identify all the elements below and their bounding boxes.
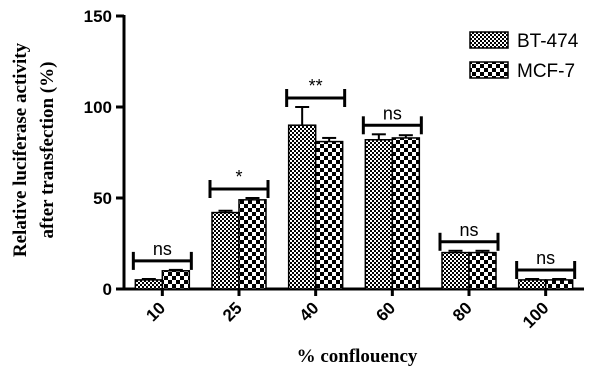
significance-label: ** (309, 76, 323, 96)
significance-label: ns (536, 248, 555, 268)
significance-label: ns (459, 220, 478, 240)
bar-mcf7 (546, 280, 573, 289)
x-axis-title: % conflouency (297, 346, 418, 367)
bar-bt474 (135, 280, 162, 289)
y-tick-label: 0 (103, 280, 112, 299)
bar-bt474 (212, 213, 239, 289)
y-axis-title-line-1: Relative luciferase activity (10, 42, 31, 257)
x-axis: 10 25 40 60 80 100 (123, 289, 584, 332)
bar-mcf7 (469, 253, 496, 289)
x-tick-label: 60 (372, 298, 399, 325)
bar-bt474 (289, 125, 316, 289)
bar-bt474 (365, 140, 392, 289)
x-tick-label: 25 (219, 298, 246, 325)
legend-label-mcf7: MCF-7 (517, 61, 575, 82)
y-axis-title-line-2: after transfection (%) (37, 62, 58, 239)
legend-swatch-bt474 (470, 32, 508, 48)
legend-swatch-mcf7 (470, 62, 508, 78)
significance-label: ns (383, 103, 402, 123)
y-tick-label: 50 (93, 189, 112, 208)
legend-label-bt474: BT-474 (517, 31, 579, 52)
bar-mcf7 (162, 271, 189, 289)
bar-mcf7 (316, 142, 343, 289)
significance-label: * (235, 167, 242, 187)
x-tick-label: 10 (142, 298, 169, 325)
x-tick-label: 40 (296, 298, 323, 325)
bar-bt474 (442, 253, 469, 289)
bar-mcf7 (239, 200, 266, 289)
legend: BT-474 MCF-7 (470, 31, 579, 82)
significance-label: ns (153, 239, 172, 259)
y-axis-title: Relative luciferase activity after trans… (10, 42, 58, 257)
bar-bt474 (519, 280, 546, 289)
bar-mcf7 (392, 138, 419, 289)
bars-layer (135, 107, 572, 289)
y-tick-label: 150 (84, 7, 112, 26)
x-tick-label: 100 (519, 298, 552, 331)
y-tick-label: 100 (84, 98, 112, 117)
y-axis: 0 50 100 150 (84, 7, 124, 299)
x-tick-label: 80 (449, 298, 476, 325)
